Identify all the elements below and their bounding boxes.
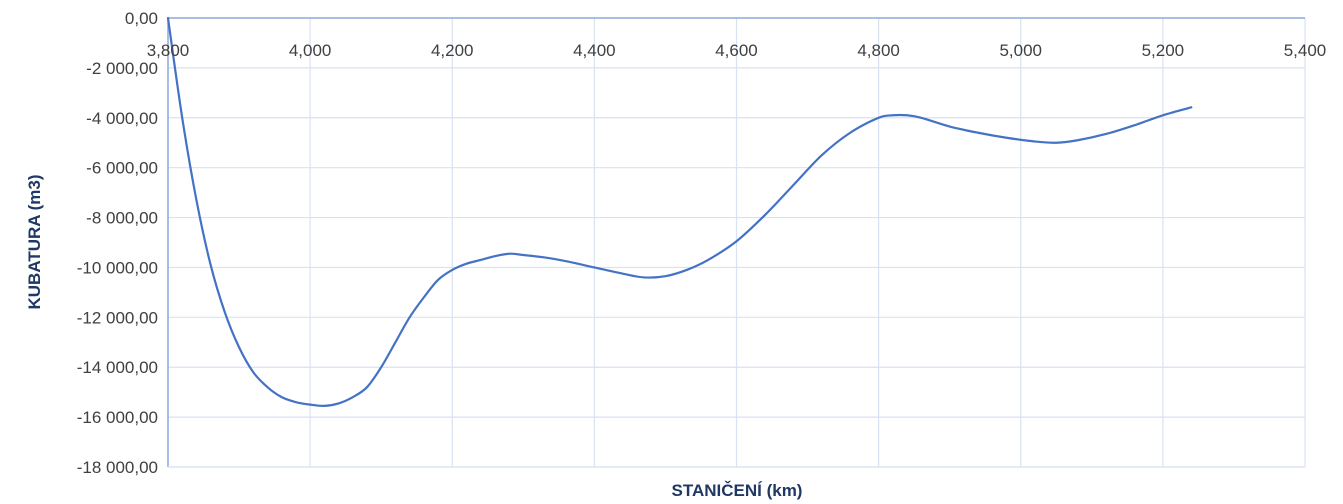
x-tick-label: 3,800 (147, 41, 190, 60)
x-tick-label: 4,000 (289, 41, 332, 60)
y-tick-label: -6 000,00 (86, 159, 158, 178)
x-tick-label: 5,200 (1142, 41, 1185, 60)
x-tick-label: 5,000 (999, 41, 1042, 60)
y-tick-label: -18 000,00 (77, 458, 158, 477)
x-tick-label: 4,800 (857, 41, 900, 60)
series-line (166, 16, 1193, 408)
y-tick-label: -14 000,00 (77, 358, 158, 377)
y-tick-label: -16 000,00 (77, 408, 158, 427)
x-tick-label: 5,400 (1284, 41, 1327, 60)
axes (167, 17, 1305, 468)
x-tick-label: 4,600 (715, 41, 758, 60)
tick-labels: 0,00 -2 000,00 -4 000,00 -6 000,00 -8 000,00… (77, 9, 1327, 477)
x-axis-title: STANIČENÍ (km) (672, 481, 803, 500)
y-axis-title: KUBATURA (m3) (25, 174, 44, 309)
series-layer (166, 16, 1193, 408)
y-tick-label: -10 000,00 (77, 258, 158, 277)
y-tick-label: -12 000,00 (77, 308, 158, 327)
x-tick-label: 4,200 (431, 41, 474, 60)
y-tick-label: -4 000,00 (86, 109, 158, 128)
y-tick-label: 0,00 (125, 9, 158, 28)
y-tick-label: -2 000,00 (86, 59, 158, 78)
y-tick-label: -8 000,00 (86, 209, 158, 228)
x-tick-label: 4,400 (573, 41, 616, 60)
